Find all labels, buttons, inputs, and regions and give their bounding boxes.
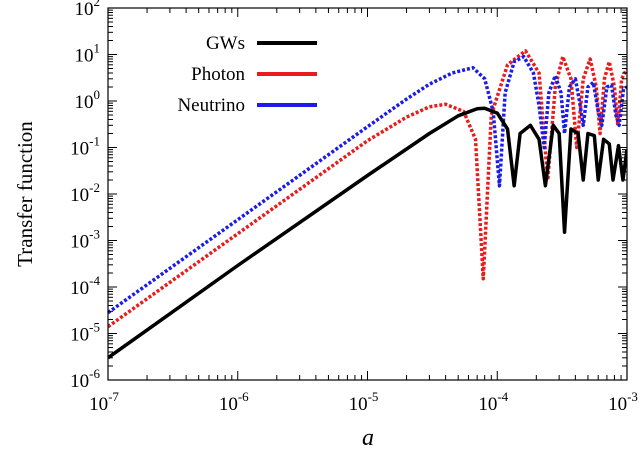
legend-label-photon: Photon [191,64,245,85]
y-tick-label: 10-5 [70,320,100,346]
series-line-gws [108,106,627,360]
legend-label-gws: GWs [206,33,245,54]
axes: 10-7 10-6 10-5 10-4 10-310-610-510-410-310-2… [70,0,638,415]
series-line-neutrino [108,54,627,315]
y-tick-label: 102 [75,0,101,20]
x-tick-label: 10-4 [478,389,508,415]
x-tick-label: 10-3 [608,389,638,415]
x-tick-label: 10-7 [89,389,119,415]
x-tick-label: 10-6 [219,389,249,415]
y-tick-label: 10-2 [70,180,100,206]
legend-label-neutrino: Neutrino [177,95,245,116]
y-axis-label: Transfer function [13,121,37,267]
plot-area [108,49,627,360]
y-tick-label: 101 [75,41,101,67]
y-tick-label: 10-4 [70,273,100,299]
x-tick-label: 10-5 [349,389,379,415]
x-axis-label: a [362,425,374,451]
y-tick-label: 10-3 [70,227,100,253]
legend: GWs Photon Neutrino [177,33,317,116]
y-tick-label: 100 [75,87,101,113]
y-tick-label: 10-6 [70,366,100,392]
plot-frame [107,7,628,381]
y-tick-label: 10-1 [70,134,100,160]
